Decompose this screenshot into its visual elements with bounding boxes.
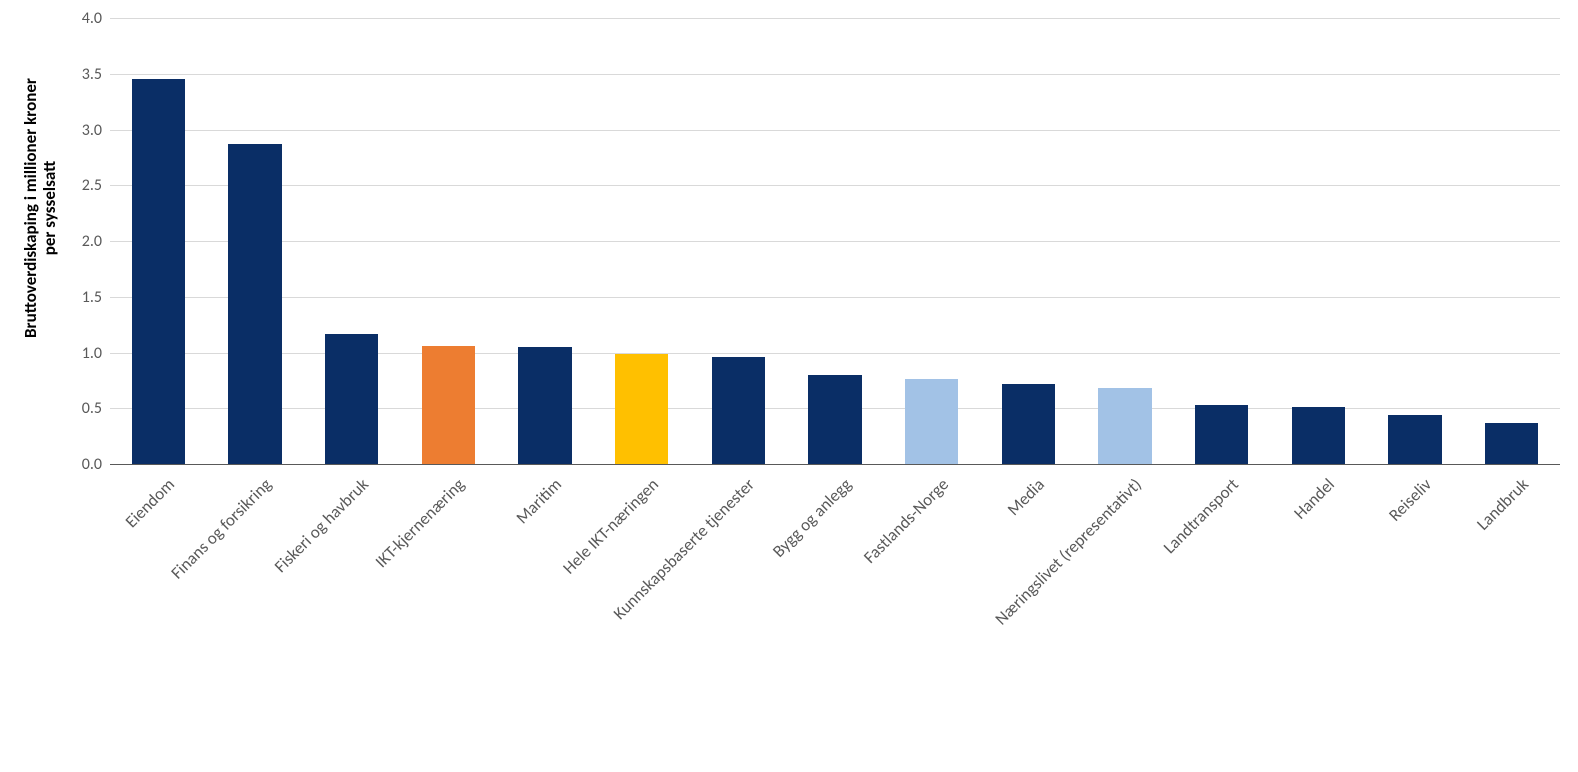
bar-chart: 0.00.51.01.52.02.53.03.54.0EiendomFinans… bbox=[0, 0, 1578, 676]
y-tick-label: 2.0 bbox=[82, 232, 102, 251]
bar bbox=[1485, 423, 1538, 464]
y-tick-label: 2.5 bbox=[82, 176, 102, 195]
y-tick-label: 4.0 bbox=[82, 9, 102, 28]
y-tick-label: 1.0 bbox=[82, 344, 102, 363]
bar bbox=[808, 375, 861, 464]
y-tick-label: 1.5 bbox=[82, 288, 102, 307]
bar bbox=[1292, 407, 1345, 464]
plot-area bbox=[110, 18, 1560, 464]
bar bbox=[518, 347, 571, 464]
bar bbox=[1002, 384, 1055, 464]
y-tick-label: 3.0 bbox=[82, 121, 102, 140]
bar bbox=[132, 79, 185, 464]
y-axis-title: Bruttoverdiskaping i millioner kroner pe… bbox=[22, 0, 59, 431]
bar bbox=[1388, 415, 1441, 464]
bars-layer bbox=[110, 18, 1560, 464]
bar bbox=[228, 144, 281, 464]
bar bbox=[422, 346, 475, 464]
bar bbox=[905, 379, 958, 464]
y-tick-label: 0.0 bbox=[82, 455, 102, 474]
bar bbox=[712, 357, 765, 464]
bar bbox=[325, 334, 378, 464]
x-axis-line bbox=[110, 464, 1560, 465]
y-tick-label: 3.5 bbox=[82, 65, 102, 84]
y-tick-label: 0.5 bbox=[82, 399, 102, 418]
bar bbox=[1098, 388, 1151, 464]
bar bbox=[615, 354, 668, 464]
bar bbox=[1195, 405, 1248, 464]
